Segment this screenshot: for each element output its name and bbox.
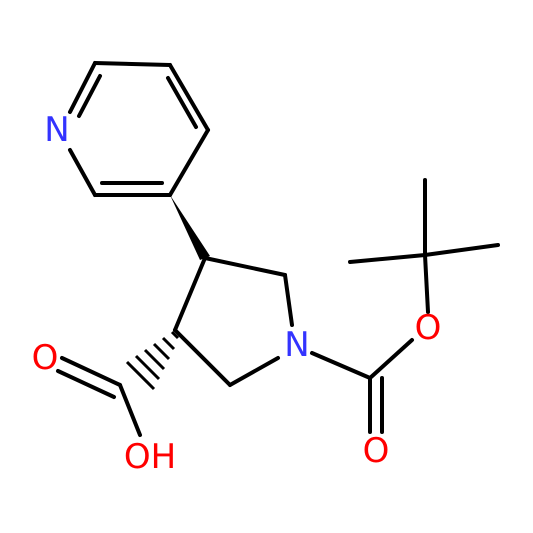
bond — [203, 256, 287, 277]
bond — [173, 328, 232, 387]
bond — [56, 369, 116, 399]
bond — [166, 76, 198, 129]
wedge-bond — [170, 195, 210, 260]
atom-label: O — [415, 308, 442, 348]
bond — [93, 61, 172, 67]
bond — [168, 128, 210, 197]
bond — [77, 74, 102, 118]
bond — [423, 243, 500, 257]
bond — [68, 61, 97, 114]
bond — [228, 356, 280, 387]
bond — [60, 356, 122, 387]
bond — [173, 256, 207, 332]
atom-label: O — [32, 338, 59, 378]
atom-label: OH — [124, 437, 176, 477]
bond — [118, 383, 142, 437]
hash-bond — [125, 330, 180, 391]
bond — [310, 351, 372, 380]
bond — [168, 63, 210, 132]
atom-label: N — [44, 110, 69, 150]
bond — [368, 338, 414, 380]
atom-label: N — [284, 325, 309, 365]
bonds — [56, 61, 500, 437]
atom-label: O — [363, 431, 390, 471]
bond — [68, 148, 97, 197]
bond — [348, 253, 427, 264]
bond — [283, 273, 294, 327]
bond — [423, 253, 430, 314]
